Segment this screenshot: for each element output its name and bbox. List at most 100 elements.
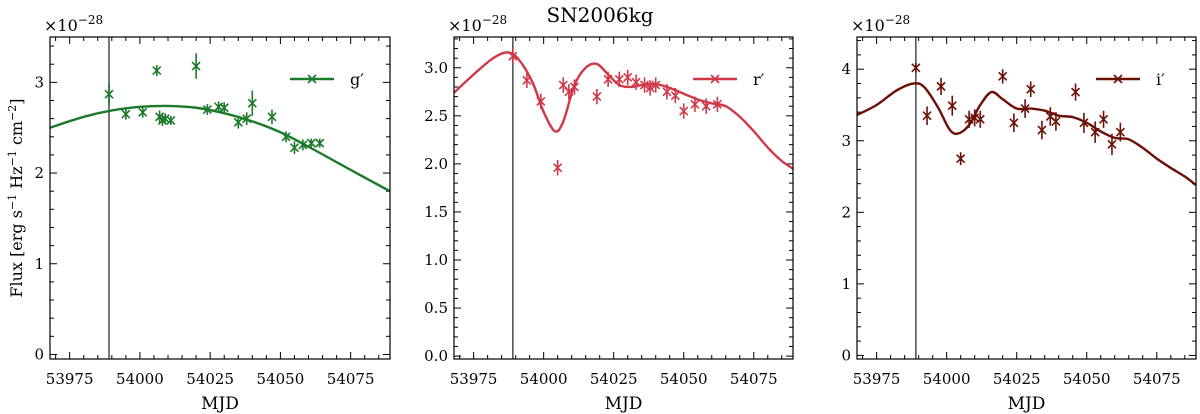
data-point <box>970 113 980 123</box>
data-point <box>233 117 243 127</box>
x-tick-label: 54050 <box>1063 370 1111 388</box>
y-tick-label: 4 <box>841 60 851 78</box>
data-point <box>1115 127 1125 137</box>
data-point <box>247 98 257 108</box>
data-point <box>922 111 932 121</box>
panel-g-band: 53975 54000 54025 54050 54075 0 1 2 3 g′ ×10−28 MJD… <box>6 13 391 414</box>
data-point <box>306 138 316 148</box>
data-point <box>614 74 624 84</box>
data-point <box>522 75 532 85</box>
y-tick-label: 3 <box>34 73 44 91</box>
legend-marker <box>307 74 317 84</box>
x-axis-label: MJD <box>605 394 643 414</box>
data-point <box>662 87 672 97</box>
data-point <box>202 104 212 115</box>
data-point <box>964 114 974 124</box>
data-point <box>281 132 291 142</box>
y-tick-label: 1 <box>34 255 44 273</box>
fit-curve <box>49 104 391 193</box>
data-point <box>219 103 229 113</box>
y-axis-label: Flux [erg s−1 Hz−1 cm−2] <box>6 98 26 297</box>
data-point <box>138 107 148 117</box>
x-tick-label: 54050 <box>257 370 305 388</box>
data-point <box>603 74 613 84</box>
scale-factor-label: ×10−28 <box>851 13 910 35</box>
data-point <box>631 77 641 87</box>
data-point <box>701 101 711 111</box>
axes-frame <box>856 36 1197 360</box>
data-point <box>289 143 300 153</box>
data-point <box>712 99 722 109</box>
y-tick-label: 2.0 <box>424 155 448 173</box>
legend-label: g′ <box>350 70 364 89</box>
scale-factor-label: ×10−28 <box>448 13 507 35</box>
y-tick-label: 3 <box>841 132 851 150</box>
data-point <box>152 65 162 76</box>
x-tick-label: 54000 <box>520 370 568 388</box>
y-tick-label: 0.0 <box>424 347 448 365</box>
data-point <box>1079 118 1089 128</box>
x-tick-label: 54025 <box>993 370 1041 388</box>
y-tick-label: 2.5 <box>424 107 448 125</box>
figure-title: SN2006kg <box>546 3 653 27</box>
data-point <box>166 115 176 126</box>
data-point <box>1070 87 1081 97</box>
axes-frame <box>453 36 794 360</box>
x-tick-label: 53975 <box>450 370 498 388</box>
data-point <box>639 80 650 90</box>
legend-label: r′ <box>753 70 765 89</box>
data-point <box>956 154 966 164</box>
data-point <box>267 112 277 122</box>
data-point <box>1051 116 1061 127</box>
y-tick-label: 0 <box>841 346 851 364</box>
legend-label: i′ <box>1156 70 1165 89</box>
x-axis-label: MJD <box>1008 394 1046 414</box>
data-point <box>670 91 680 101</box>
x-tick-label: 54075 <box>730 370 778 388</box>
data-point <box>1098 114 1109 124</box>
data-point <box>553 163 563 173</box>
axes-frame <box>49 36 391 360</box>
data-point <box>645 83 655 93</box>
data-point <box>911 63 921 73</box>
data-point <box>679 106 689 116</box>
data-point <box>315 138 325 148</box>
x-tick-label: 54000 <box>923 370 971 388</box>
data-point <box>998 71 1008 81</box>
x-tick-label: 54025 <box>590 370 638 388</box>
y-tick-label: 3.0 <box>424 59 448 77</box>
y-tick-label: 0 <box>34 345 44 363</box>
x-tick-label: 54050 <box>660 370 708 388</box>
fit-curve <box>856 82 1197 187</box>
legend-marker <box>1113 74 1123 84</box>
data-point <box>121 109 131 119</box>
data-point <box>104 89 114 99</box>
data-point <box>1037 125 1047 135</box>
data-point <box>936 81 946 91</box>
y-tick-label: 1.0 <box>424 251 448 269</box>
legend-marker <box>710 74 720 84</box>
data-point <box>1090 127 1100 137</box>
x-axis-label: MJD <box>201 394 239 414</box>
fit-curve <box>453 51 794 170</box>
data-point <box>1026 84 1036 94</box>
panel-r-band: 53975 54000 54025 54050 54075 0.0 0.5 1.0 1.5 2.0… <box>424 13 794 414</box>
data-point <box>1009 118 1019 128</box>
x-tick-label: 54000 <box>116 370 164 388</box>
data-point <box>536 96 546 106</box>
data-point <box>569 82 580 92</box>
data-point <box>1107 139 1117 149</box>
x-tick-label: 54075 <box>327 370 375 388</box>
scale-factor-label: ×10−28 <box>44 13 103 35</box>
data-point <box>160 114 170 124</box>
data-point <box>975 114 985 124</box>
y-tick-label: 2 <box>841 203 851 221</box>
y-tick-label: 1 <box>841 275 851 293</box>
panels: 53975 54000 54025 54050 54075 0 1 2 3 g′ ×10−28 MJD… <box>6 13 1197 414</box>
data-point <box>298 140 308 150</box>
data-point <box>651 80 661 90</box>
data-point <box>242 114 252 124</box>
y-tick-label: 1.5 <box>424 203 448 221</box>
data-point <box>592 92 602 102</box>
panel-i-band: 53975 54000 54025 54050 54075 0 1 2 3 4 i′ ×10−28 MJ… <box>841 13 1197 414</box>
